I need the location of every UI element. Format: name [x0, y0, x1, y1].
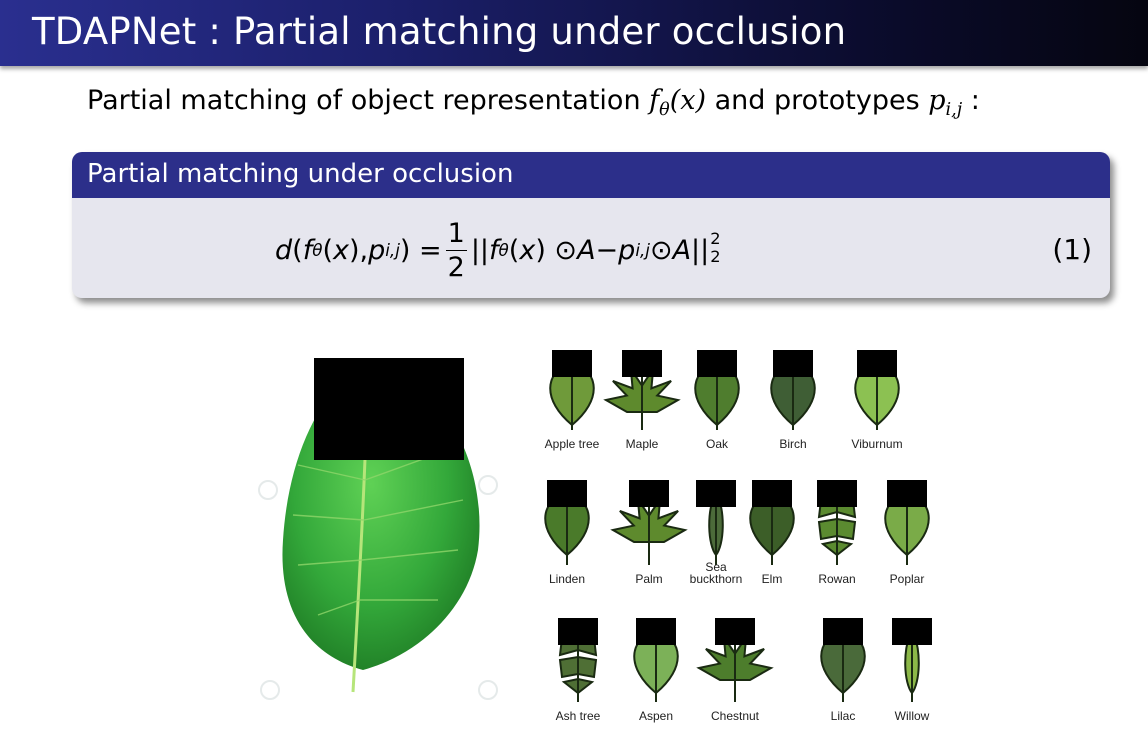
leaf-label: Linden [549, 572, 585, 586]
leaf-label: buckthorn [690, 572, 743, 586]
occlusion-box [887, 480, 927, 507]
intro-line: Partial matching of object representatio… [87, 85, 980, 120]
occlusion-box [622, 350, 662, 377]
leaf-label: Palm [635, 572, 662, 586]
occlusion-box [823, 618, 863, 645]
leaf-label: Aspen [639, 709, 673, 723]
leaf-prototype-apple-tree: Apple tree [545, 350, 600, 451]
occlusion-box [892, 618, 932, 645]
occlusion-box [547, 480, 587, 507]
leaf-label: Apple tree [545, 437, 600, 451]
leaf-label: Maple [626, 437, 659, 451]
intro-text: Partial matching of object representatio… [87, 85, 641, 116]
watermark-icon [258, 475, 498, 700]
leaf-prototype-chestnut: Chestnut [696, 618, 774, 723]
leaf-label: Rowan [818, 572, 855, 586]
leaf-label: Elm [762, 572, 783, 586]
occlusion-box [715, 618, 755, 645]
leaf-prototype-aspen: Aspen [633, 618, 679, 723]
intro-math-f: fθ(x) [649, 85, 707, 121]
slide-title: TDAPNet : Partial matching under occlusi… [32, 10, 847, 53]
occlusion-box [752, 480, 792, 507]
leaf-prototype-willow: Willow [892, 618, 932, 723]
occlusion-box [636, 618, 676, 645]
leaf-prototype-birch: Birch [770, 350, 816, 451]
equation-number: (1) [1052, 233, 1092, 266]
leaf-label: Sea [705, 560, 727, 574]
leaf-prototype-viburnum: Viburnum [851, 350, 903, 451]
intro-math-p: pi,j [928, 85, 963, 121]
leaf-label: Willow [895, 709, 930, 723]
leaf-label: Birch [779, 437, 806, 451]
occluded-leaf-image [248, 340, 518, 720]
leaf-label: Chestnut [711, 709, 760, 723]
occlusion-box [696, 480, 736, 507]
slide-title-bar: TDAPNet : Partial matching under occlusi… [0, 0, 1148, 66]
block-header: Partial matching under occlusion [72, 152, 1110, 198]
leaf-label: Ash tree [556, 709, 601, 723]
intro-colon: : [970, 85, 980, 116]
leaf-prototype-maple: Maple [603, 350, 681, 451]
leaf-prototype-lilac: Lilac [820, 618, 866, 723]
leaf-prototype-ash-tree: Ash tree [556, 618, 601, 723]
leaf-prototype-linden: Linden [544, 480, 590, 586]
leaf-label: Oak [706, 437, 729, 451]
leaf-prototype-rowan: Rowan [817, 480, 857, 586]
occlusion-box [697, 350, 737, 377]
occlusion-box [773, 350, 813, 377]
leaf-prototype-oak: Oak [694, 350, 740, 451]
occlusion-box [552, 350, 592, 377]
occlusion-box [857, 350, 897, 377]
occlusion-box [314, 358, 464, 460]
theorem-block: Partial matching under occlusion d(f θ(x)… [72, 152, 1110, 298]
leaf-prototype-elm: Elm [749, 480, 795, 586]
occlusion-box [558, 618, 598, 645]
leaf-prototype-palm: Palm [610, 480, 688, 586]
leaf-label: Lilac [831, 709, 856, 723]
leaf-prototypes-grid: Apple tree Maple Oak Birch Viburnum Linden Pal… [530, 340, 940, 725]
intro-and: and prototypes [714, 85, 920, 116]
leaf-label: Poplar [890, 572, 925, 586]
occlusion-box [629, 480, 669, 507]
occlusion-box [817, 480, 857, 507]
leaf-prototype-poplar: Poplar [884, 480, 930, 586]
leaf-label: Viburnum [851, 437, 902, 451]
